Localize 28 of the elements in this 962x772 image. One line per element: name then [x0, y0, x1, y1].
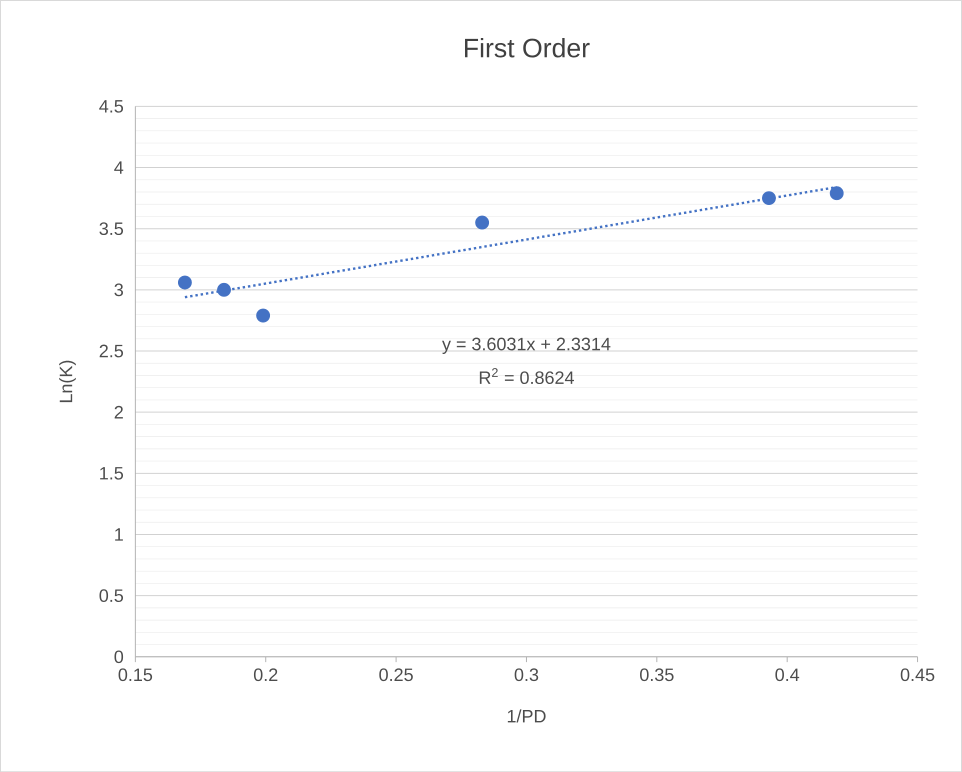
- point: [762, 191, 776, 205]
- y-tick-label: 0: [114, 650, 124, 664]
- x-tick-label: 0.35: [640, 668, 674, 682]
- y-tick-label: 1.5: [100, 466, 124, 480]
- y-tick-label: 3: [114, 283, 123, 296]
- x-tick-label: 0.45: [900, 668, 934, 682]
- x-tick-label: 0.2: [254, 668, 278, 682]
- y-tick-label: 1: [115, 528, 123, 541]
- y-tick-label: 4.5: [99, 100, 124, 113]
- chart-title: First Order: [465, 38, 590, 58]
- x-tick-label: 0.15: [118, 668, 152, 682]
- point: [830, 186, 844, 200]
- x-tick-label: 0.4: [775, 668, 800, 682]
- y-tick-label: 3.5: [99, 222, 124, 235]
- y-axis-title: Ln(K): [59, 360, 76, 402]
- x-axis-title: 1/PD: [508, 709, 546, 722]
- point: [178, 276, 192, 290]
- y-tick-label: 2.5: [100, 344, 124, 358]
- x-tick-label: 0.25: [379, 668, 413, 682]
- y-tick-label: 4: [114, 161, 124, 174]
- x-tick-label: 0.3: [514, 668, 538, 682]
- y-tick-label: 0.5: [99, 589, 124, 602]
- point: [217, 282, 231, 297]
- point: [256, 308, 270, 322]
- annotation: R$^{2}$ = 0.8624: [480, 368, 574, 384]
- annotation: y = 3.6031x + 2.3314: [442, 338, 610, 354]
- y-tick-label: 2: [114, 406, 123, 418]
- point: [475, 216, 490, 230]
